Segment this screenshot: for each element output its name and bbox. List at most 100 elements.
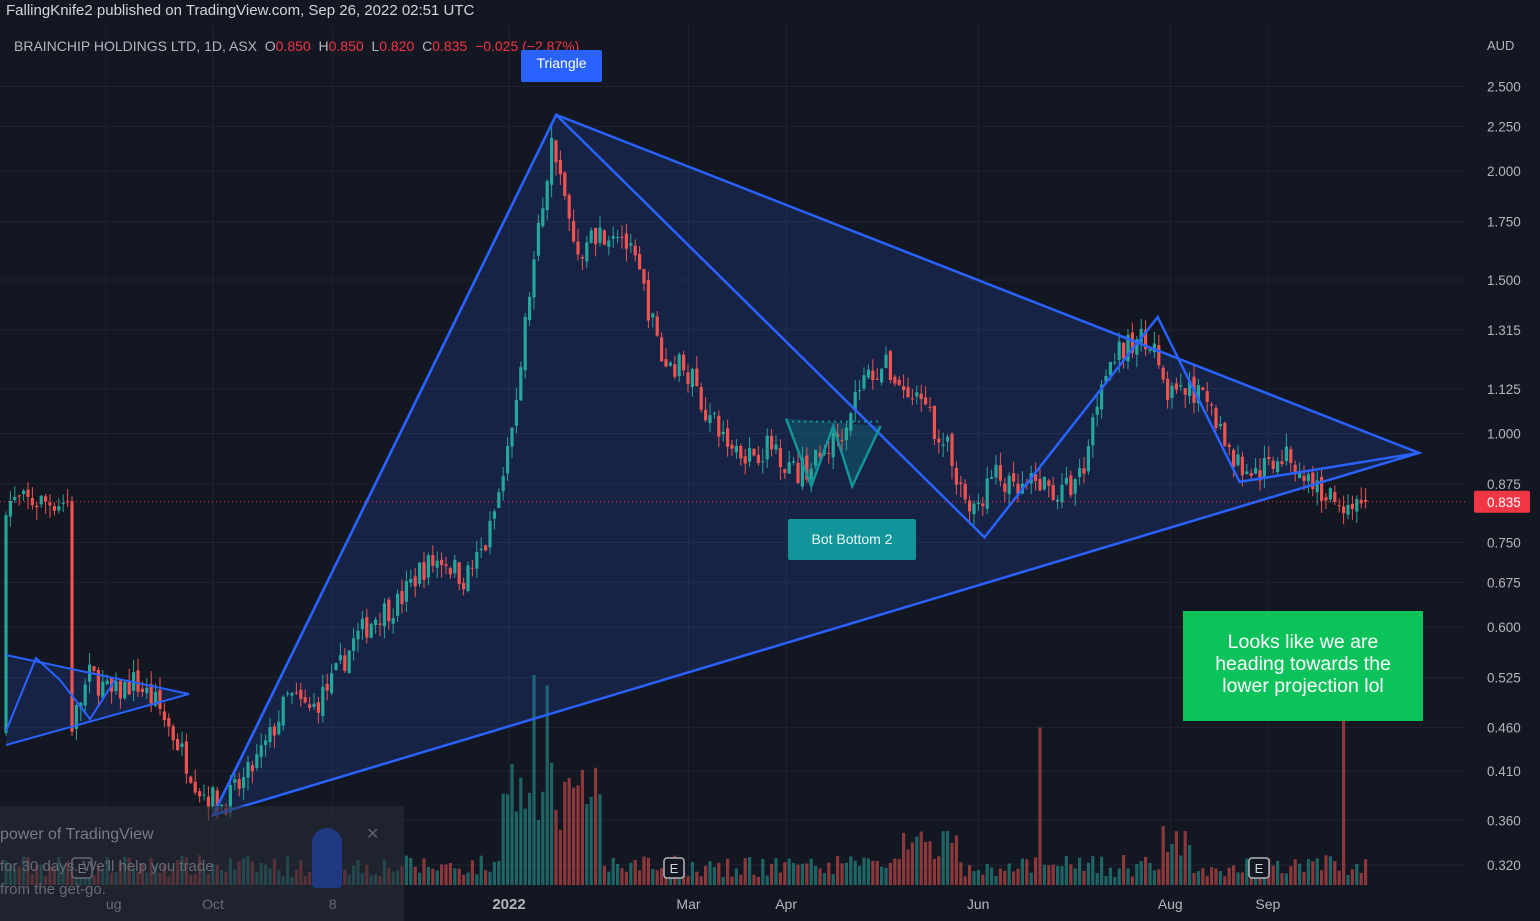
volume-bar: [862, 857, 866, 885]
volume-bar: [796, 864, 800, 885]
volume-bar: [998, 868, 1002, 885]
candle-body: [506, 446, 510, 474]
candle-body: [849, 413, 853, 431]
volume-bar: [1205, 875, 1209, 885]
candle-body: [1108, 361, 1112, 376]
bottom-pattern-label[interactable]: Bot Bottom 2: [788, 519, 916, 560]
candles: [4, 127, 1368, 821]
high-label: H: [318, 38, 329, 54]
candle-body: [774, 444, 778, 450]
candle-body: [1051, 485, 1055, 501]
candle-body: [316, 702, 320, 713]
candle-body: [396, 593, 400, 616]
candle-body: [558, 159, 562, 175]
candle-body: [888, 351, 892, 381]
candle-body: [1289, 449, 1293, 464]
candle-body: [8, 500, 12, 517]
candle-body: [321, 686, 325, 716]
volume-bar: [1236, 872, 1240, 885]
candle-body: [677, 354, 681, 377]
volume-bar: [488, 871, 492, 885]
candle-body: [1355, 499, 1359, 512]
volume-bar: [616, 863, 620, 885]
triangle-wave: [211, 112, 1420, 816]
volume-bar: [1157, 869, 1161, 885]
promo-banner[interactable]: power of TradingView for 30 days. We'll …: [0, 806, 404, 921]
y-tick-label: 0.320: [1487, 858, 1521, 873]
volume-bar: [1214, 868, 1218, 885]
candle-body: [545, 181, 549, 211]
volume-bar: [849, 856, 853, 885]
close-icon[interactable]: ✕: [366, 826, 380, 843]
volume-bar: [1254, 874, 1258, 885]
candle-body: [365, 617, 369, 638]
candle-body: [910, 398, 914, 400]
candle-body: [17, 495, 21, 497]
volume-bar: [576, 785, 580, 885]
candle-body: [22, 490, 26, 494]
candle-body: [994, 464, 998, 478]
volume-bar: [756, 876, 760, 885]
y-tick-label: 0.525: [1487, 671, 1521, 686]
volume-bar: [963, 876, 967, 885]
candle-body: [959, 482, 963, 484]
candle-body: [638, 253, 642, 270]
candle-body: [101, 681, 105, 698]
volume-bar: [1003, 870, 1007, 885]
candle-body: [1350, 503, 1354, 510]
x-tick-label: Sep: [1255, 896, 1280, 912]
candle-body: [954, 467, 958, 485]
candle-body: [1056, 499, 1060, 502]
y-tick-label: 2.500: [1487, 80, 1521, 95]
volume-bar: [950, 843, 954, 885]
volume-bars: [4, 675, 1368, 885]
candle-body: [52, 506, 56, 511]
y-tick-label: 0.410: [1487, 764, 1521, 779]
volume-bar: [888, 862, 892, 885]
candle-body: [1104, 375, 1108, 382]
candle-body: [800, 458, 804, 487]
volume-bar: [528, 792, 532, 885]
candle-body: [1364, 499, 1368, 502]
price-axis[interactable]: AUD 2.500 2.250 2.000 1.750 1.500 1.315 1.125 1.…: [1474, 38, 1530, 873]
candle-body: [162, 711, 166, 721]
volume-bar: [470, 860, 474, 885]
candle-body: [1069, 475, 1073, 496]
candle-body: [1183, 388, 1187, 395]
candle-body: [277, 721, 281, 735]
candle-body: [233, 779, 237, 783]
candle-body: [1218, 424, 1222, 427]
candle-body: [299, 689, 303, 699]
volume-bar: [638, 870, 642, 885]
candle-body: [1091, 417, 1095, 446]
candle-body: [246, 762, 250, 778]
candle-body: [1012, 473, 1016, 482]
y-tick-label: 1.315: [1487, 323, 1521, 338]
candle-body: [497, 492, 501, 508]
candle-body: [334, 663, 338, 670]
candle-body: [1205, 391, 1209, 402]
candle-body: [712, 413, 716, 415]
annotation-note[interactable]: Looks like we are heading towards the lo…: [1183, 611, 1423, 721]
candle-body: [352, 638, 356, 651]
volume-bar: [1289, 866, 1293, 885]
candle-body: [690, 369, 694, 387]
earnings-marker-label: E: [1255, 861, 1264, 876]
candle-body: [765, 435, 769, 460]
candle-body: [1196, 385, 1200, 404]
candle-body: [453, 559, 457, 574]
volume-bar: [510, 764, 514, 885]
candle-body: [66, 501, 70, 503]
candle-body: [1293, 464, 1297, 475]
candle-body: [809, 468, 813, 480]
triangle-pattern-label[interactable]: Triangle: [521, 50, 602, 82]
candle-body: [1302, 476, 1306, 481]
candle-body: [369, 623, 373, 638]
volume-bar: [541, 791, 545, 885]
volume-bar: [532, 675, 536, 885]
volume-bar: [558, 829, 562, 885]
volume-bar: [699, 876, 703, 885]
volume-bar: [492, 861, 496, 885]
candle-body: [1306, 474, 1310, 482]
